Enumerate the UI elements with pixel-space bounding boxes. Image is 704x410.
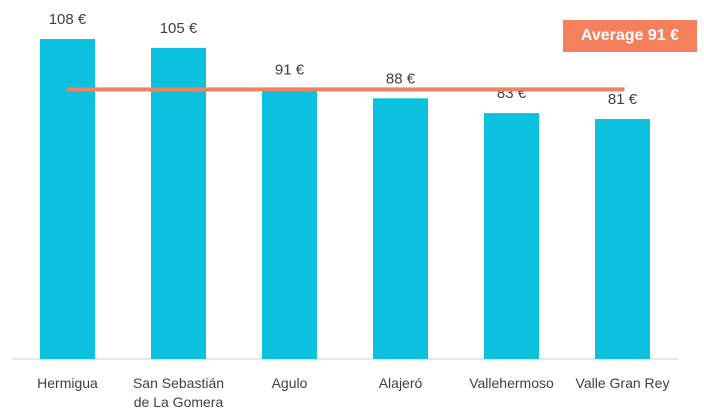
x-tick-label: Vallehermoso [469, 375, 554, 391]
x-tick-label: Valle Gran Rey [575, 375, 670, 391]
x-tick-label: Hermigua [37, 375, 98, 391]
x-tick-label: San Sebastián de La Gomera [132, 375, 225, 410]
value-label: 81 € [608, 91, 638, 108]
x-tick-label: Alajeró [378, 375, 423, 391]
value-label: 105 € [160, 20, 198, 37]
value-label: 91 € [275, 61, 305, 78]
bar [262, 89, 317, 359]
x-tick-label: Agulo [271, 375, 308, 391]
bar [151, 47, 206, 359]
bar [40, 39, 95, 360]
value-label: 88 € [386, 70, 416, 87]
average-label: Average 91 € [563, 20, 697, 52]
bar [484, 113, 539, 359]
bar [373, 98, 428, 360]
value-label: 108 € [49, 11, 87, 28]
bar [595, 119, 650, 359]
